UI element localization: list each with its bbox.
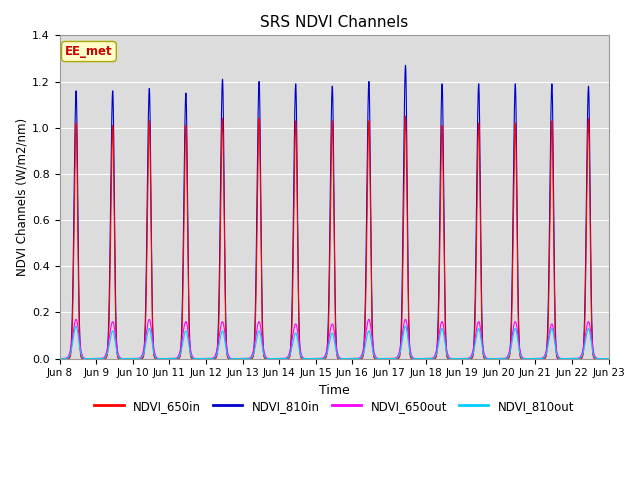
NDVI_650out (56, 356, 63, 361)
NDVI_650in (56, 356, 63, 361)
NDVI_810out (56, 356, 63, 361)
NDVI_650out (605, 356, 612, 361)
NDVI_810in (504, 355, 512, 360)
Legend: NDVI_650in, NDVI_810in, NDVI_650out, NDVI_810out: NDVI_650in, NDVI_810in, NDVI_650out, NDV… (90, 395, 579, 417)
Title: SRS NDVI Channels: SRS NDVI Channels (260, 15, 408, 30)
NDVI_810in (56, 356, 63, 361)
NDVI_810in (84, 356, 92, 361)
NDVI_810in (468, 354, 476, 360)
NDVI_650in (504, 355, 512, 361)
Line: NDVI_810out: NDVI_810out (60, 326, 609, 359)
NDVI_810in (605, 356, 612, 361)
NDVI_810out (84, 356, 92, 361)
NDVI_650in (84, 356, 92, 361)
NDVI_650out (72, 316, 80, 322)
NDVI_810in (497, 356, 504, 361)
X-axis label: Time: Time (319, 384, 349, 397)
NDVI_650in (406, 352, 414, 358)
NDVI_650in (483, 356, 491, 361)
NDVI_650out (504, 352, 512, 358)
NDVI_650out (468, 350, 476, 356)
Line: NDVI_650in: NDVI_650in (60, 116, 609, 359)
Line: NDVI_810in: NDVI_810in (60, 65, 609, 359)
NDVI_650out (406, 346, 414, 352)
NDVI_810out (468, 353, 476, 359)
Text: EE_met: EE_met (65, 45, 113, 58)
NDVI_810out (497, 356, 504, 361)
NDVI_810out (483, 356, 491, 361)
NDVI_810out (72, 324, 80, 329)
NDVI_810out (605, 356, 612, 361)
NDVI_650in (605, 356, 612, 361)
NDVI_650out (84, 356, 92, 361)
Y-axis label: NDVI Channels (W/m2/nm): NDVI Channels (W/m2/nm) (15, 118, 28, 276)
NDVI_650out (497, 356, 504, 361)
NDVI_650in (468, 355, 476, 360)
NDVI_810out (406, 350, 414, 356)
NDVI_810in (483, 356, 491, 361)
Line: NDVI_650out: NDVI_650out (60, 319, 609, 359)
NDVI_650in (402, 113, 410, 119)
NDVI_810out (504, 354, 512, 360)
NDVI_810in (406, 350, 414, 356)
NDVI_810in (402, 62, 410, 68)
NDVI_650out (483, 355, 491, 361)
NDVI_650in (497, 356, 504, 361)
